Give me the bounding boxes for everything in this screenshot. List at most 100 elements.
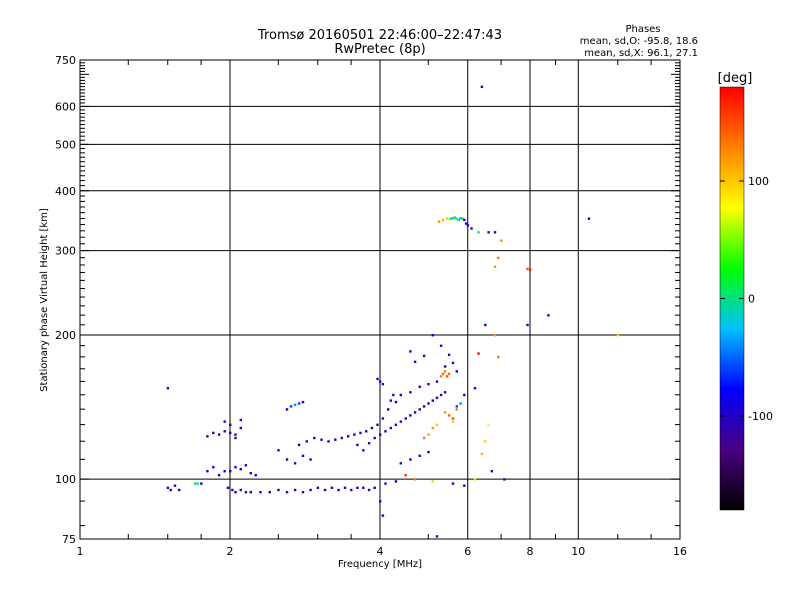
data-point: [334, 439, 336, 441]
data-point: [224, 420, 226, 422]
data-point: [444, 365, 446, 367]
x-tick-label: 16: [673, 545, 687, 558]
data-point: [337, 489, 339, 491]
data-point: [419, 386, 421, 388]
colorbar: [deg] 100 0 -100: [718, 71, 773, 510]
y-tick-label: 400: [55, 185, 76, 198]
data-point: [356, 487, 358, 489]
data-point: [491, 470, 493, 472]
y-tick-label: 300: [55, 245, 76, 258]
data-point: [405, 417, 407, 419]
data-point: [390, 427, 392, 429]
data-point: [224, 470, 226, 472]
data-point: [167, 487, 169, 489]
data-point: [178, 489, 180, 491]
data-point: [436, 535, 438, 537]
data-point: [436, 397, 438, 399]
data-point: [423, 405, 425, 407]
data-point: [395, 401, 397, 403]
data-point: [231, 489, 233, 491]
x-tick-label: 6: [464, 545, 471, 558]
data-point: [442, 373, 444, 375]
data-point: [452, 482, 454, 484]
data-point: [234, 466, 236, 468]
data-point: [353, 433, 355, 435]
data-point: [200, 482, 202, 484]
data-point: [384, 482, 386, 484]
colorbar-label: [deg]: [718, 71, 753, 86]
data-point: [448, 373, 450, 375]
data-point: [414, 478, 416, 480]
data-point: [240, 419, 242, 421]
data-point: [196, 482, 198, 484]
phases-line-o: mean, sd,O: -95.8, 18.6: [580, 36, 698, 47]
data-point: [309, 489, 311, 491]
data-point: [245, 491, 247, 493]
data-point: [371, 427, 373, 429]
data-point: [234, 491, 236, 493]
data-point: [390, 399, 392, 401]
phases-title: Phases: [625, 24, 660, 35]
data-point: [218, 433, 220, 435]
data-point: [331, 487, 333, 489]
scatter-points: [167, 86, 619, 538]
data-point: [432, 427, 434, 429]
chart-title: Tromsø 20160501 22:46:00–22:47:43: [257, 28, 502, 43]
data-point: [494, 266, 496, 268]
x-axis-label: Frequency [MHz]: [338, 559, 422, 570]
data-point: [170, 489, 172, 491]
data-point: [298, 402, 300, 404]
data-point: [484, 440, 486, 442]
data-point: [286, 491, 288, 493]
data-point: [400, 394, 402, 396]
data-point: [277, 449, 279, 451]
data-point: [617, 334, 619, 336]
data-point: [392, 394, 394, 396]
data-point: [250, 472, 252, 474]
data-point: [250, 491, 252, 493]
y-tick-label: 500: [55, 138, 76, 151]
data-point: [474, 387, 476, 389]
data-point: [494, 231, 496, 233]
data-point: [484, 324, 486, 326]
data-point: [218, 474, 220, 476]
data-point: [470, 227, 472, 229]
data-point: [442, 219, 444, 221]
data-point: [234, 437, 236, 439]
data-point: [362, 449, 364, 451]
data-point: [290, 405, 292, 407]
data-point: [463, 219, 465, 221]
data-point: [400, 420, 402, 422]
data-point: [229, 424, 231, 426]
data-point: [376, 378, 378, 380]
data-point: [409, 391, 411, 393]
data-point: [409, 414, 411, 416]
data-point: [444, 411, 446, 413]
data-point: [427, 433, 429, 435]
data-point: [456, 370, 458, 372]
data-point: [487, 231, 489, 233]
data-point: [206, 470, 208, 472]
data-point: [387, 408, 389, 410]
data-point: [368, 442, 370, 444]
data-point: [588, 218, 590, 220]
data-point: [365, 430, 367, 432]
data-point: [240, 489, 242, 491]
x-tick-label: 4: [377, 545, 384, 558]
data-point: [405, 474, 407, 476]
y-tick-label: 200: [55, 329, 76, 342]
data-point: [379, 500, 381, 502]
data-point: [409, 350, 411, 352]
data-point: [294, 404, 296, 406]
data-point: [350, 489, 352, 491]
data-point: [234, 433, 236, 435]
phases-line-x: mean, sd,X: 96.1, 27.1: [584, 48, 698, 59]
data-point: [446, 375, 448, 377]
data-point: [382, 514, 384, 516]
data-point: [414, 411, 416, 413]
data-point: [419, 408, 421, 410]
data-point: [440, 345, 442, 347]
data-point: [448, 354, 450, 356]
data-point: [456, 408, 458, 410]
